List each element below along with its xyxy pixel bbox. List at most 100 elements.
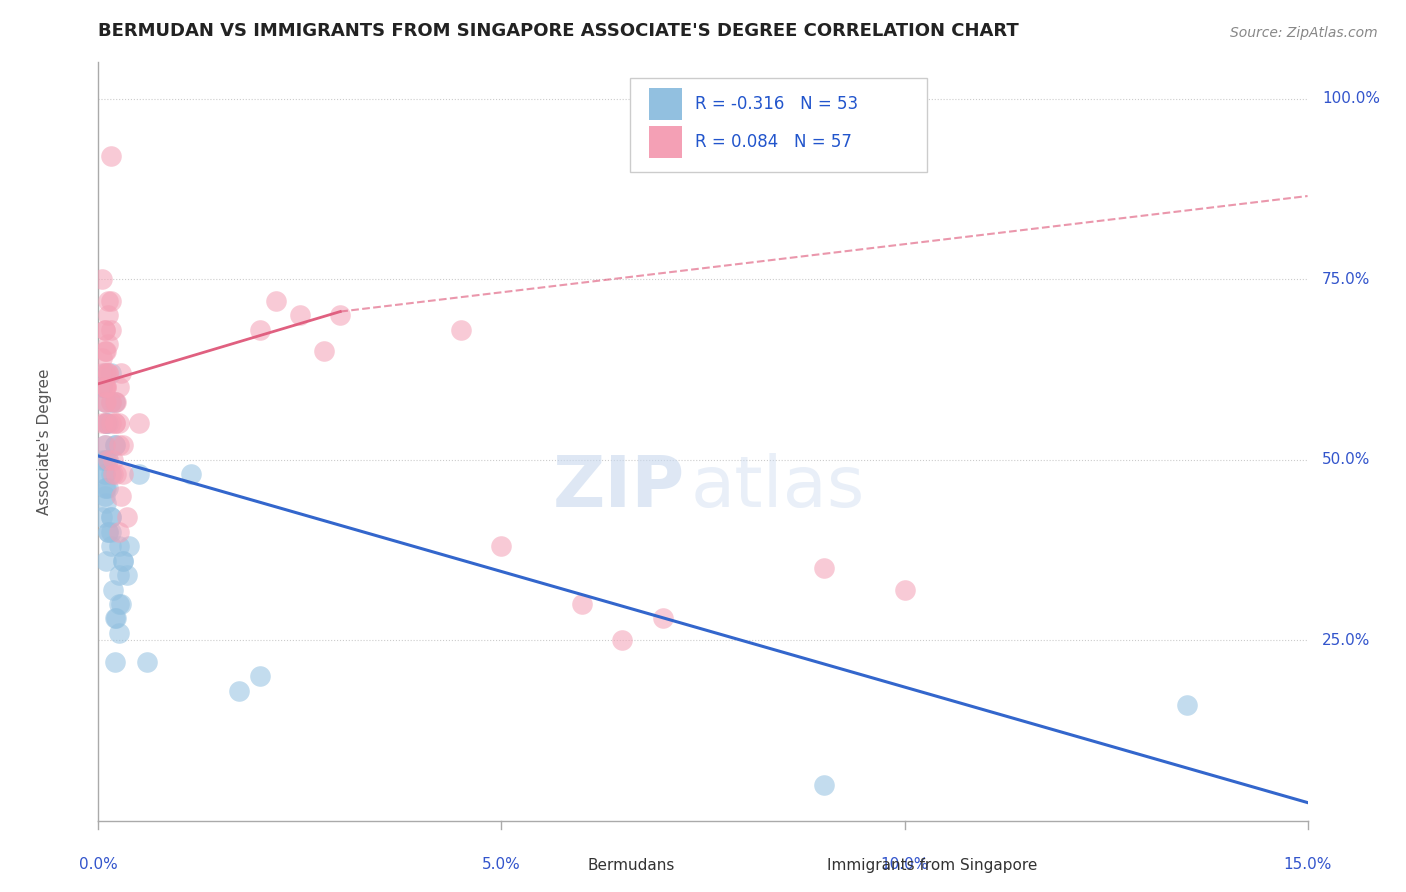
Point [94,452,117,467]
Point [97,366,120,380]
Point [100,524,122,539]
Point [94,394,117,409]
Point [107,417,129,431]
Point [100,149,122,163]
Point [103,655,125,669]
Point [97,452,120,467]
Point [94,467,117,481]
Point [94,380,117,394]
Point [94,438,117,452]
Text: R = 0.084   N = 57: R = 0.084 N = 57 [695,133,852,151]
Point [94,438,117,452]
Point [101,467,124,481]
Bar [537,854,579,876]
Point [107,524,129,539]
Point [107,380,129,394]
Point [101,452,124,467]
Text: ZIP: ZIP [553,452,685,522]
Text: Immigrants from Singapore: Immigrants from Singapore [827,858,1038,872]
Point [103,417,125,431]
Point [91,380,114,394]
Text: 5.0%: 5.0% [482,856,520,871]
Point [97,524,120,539]
Point [96,417,118,431]
Bar [776,854,818,876]
Point [128,417,150,431]
Point [111,467,134,481]
Point [612,633,634,648]
Point [103,438,125,452]
Point [135,655,157,669]
Point [107,597,129,611]
Point [107,539,129,553]
Point [96,344,118,359]
Point [264,293,287,308]
Point [100,539,122,553]
Point [96,380,118,394]
Point [111,554,134,568]
Text: 50.0%: 50.0% [1322,452,1371,467]
Point [91,452,114,467]
Text: 10.0%: 10.0% [880,856,929,871]
Point [91,351,114,366]
Point [115,568,138,582]
Bar [648,126,682,158]
Point [105,611,128,625]
Text: atlas: atlas [690,452,865,522]
Point [96,380,118,394]
Point [94,489,117,503]
Point [128,467,150,481]
Text: 75.0%: 75.0% [1322,271,1371,286]
Point [249,669,271,683]
Point [96,417,118,431]
Point [1175,698,1198,712]
Point [100,510,122,524]
Point [111,438,134,452]
Point [103,394,125,409]
Point [97,337,120,351]
Bar [648,88,682,120]
Point [107,568,129,582]
Point [103,611,125,625]
Point [118,539,141,553]
Point [97,524,120,539]
Text: Associate's Degree: Associate's Degree [37,368,52,515]
Point [94,366,117,380]
Point [107,626,129,640]
Point [96,366,118,380]
Point [100,467,122,481]
Point [103,417,125,431]
Point [96,417,118,431]
Point [100,417,122,431]
Point [813,561,835,575]
Point [105,467,128,481]
Point [94,344,117,359]
Point [100,510,122,524]
Point [100,394,122,409]
Point [249,323,271,337]
Point [91,366,114,380]
Point [110,597,132,611]
Point [94,467,117,481]
Text: BERMUDAN VS IMMIGRANTS FROM SINGAPORE ASSOCIATE'S DEGREE CORRELATION CHART: BERMUDAN VS IMMIGRANTS FROM SINGAPORE AS… [98,22,1019,40]
Point [491,539,513,553]
Point [103,394,125,409]
Point [94,380,117,394]
Point [96,482,118,496]
Point [91,510,114,524]
Point [97,308,120,322]
Point [94,394,117,409]
Point [105,394,128,409]
Point [97,417,120,431]
Point [94,417,117,431]
Point [100,394,122,409]
Text: Bermudans: Bermudans [588,858,675,872]
Point [100,366,122,380]
FancyBboxPatch shape [630,78,927,172]
Point [110,489,132,503]
Point [329,308,352,322]
Point [228,683,250,698]
Text: R = -0.316   N = 53: R = -0.316 N = 53 [695,95,858,113]
Point [100,323,122,337]
Point [101,582,124,597]
